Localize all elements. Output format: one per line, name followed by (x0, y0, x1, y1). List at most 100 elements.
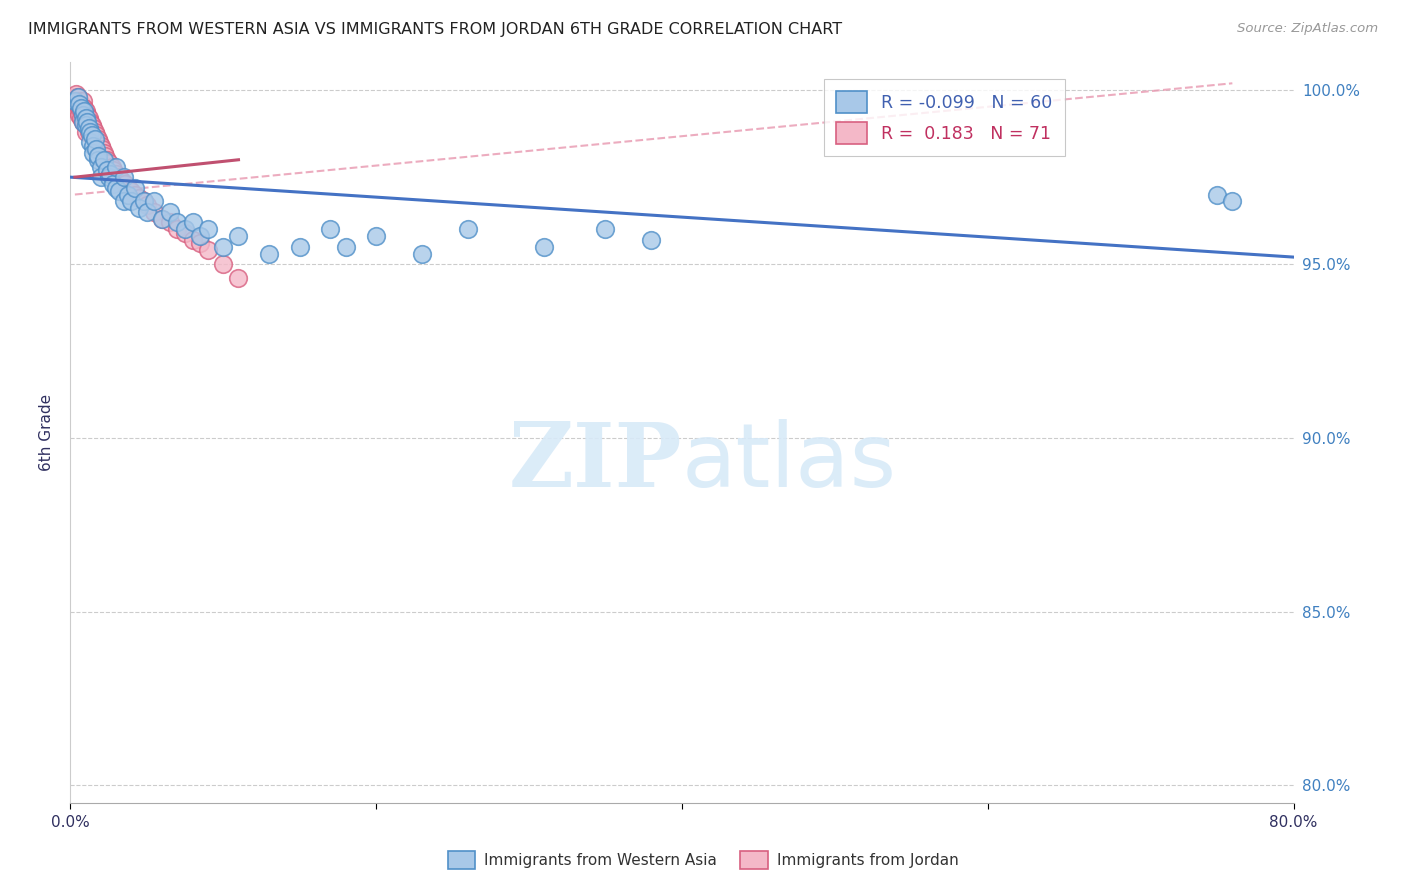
Point (76, 114, 98, 128)
Point (188, 229, 211, 244)
Point (72, 107, 94, 121)
Text: ZIP: ZIP (509, 418, 682, 506)
Point (76, 107, 98, 121)
Point (93, 145, 115, 160)
Point (84, 128, 107, 143)
Point (166, 215, 188, 229)
Point (70, 101, 93, 115)
Point (70, 111, 93, 125)
Point (65, 87, 87, 101)
Point (75, 111, 97, 125)
Point (181, 215, 204, 229)
Point (91, 142, 114, 156)
Point (121, 184, 143, 198)
Point (72, 114, 94, 128)
Point (121, 194, 143, 209)
Point (228, 271, 250, 285)
Point (150, 211, 173, 226)
Point (105, 180, 128, 194)
Point (143, 194, 166, 209)
Point (66, 90, 89, 104)
Point (181, 233, 204, 247)
Point (288, 240, 311, 254)
Point (166, 222, 188, 236)
Point (197, 222, 219, 236)
Point (83, 125, 105, 139)
Point (114, 177, 136, 191)
Legend: Immigrants from Western Asia, Immigrants from Jordan: Immigrants from Western Asia, Immigrants… (441, 845, 965, 875)
Point (77, 118, 100, 132)
Point (105, 167, 128, 181)
Point (77, 121, 100, 136)
Point (101, 163, 124, 178)
Point (69, 97, 91, 112)
Point (124, 180, 146, 194)
Point (100, 160, 122, 174)
Point (72, 94, 94, 108)
Point (87, 139, 110, 153)
Point (117, 180, 139, 194)
Point (70, 104, 93, 119)
Point (87, 149, 110, 163)
Point (75, 111, 97, 125)
Point (174, 226, 197, 240)
Point (80, 118, 103, 132)
Point (84, 142, 107, 156)
Point (132, 194, 155, 209)
Point (174, 222, 197, 236)
Point (98, 167, 121, 181)
Point (1220, 194, 1243, 209)
Point (83, 132, 105, 146)
Point (101, 177, 124, 191)
Point (73, 107, 96, 121)
Point (212, 257, 235, 271)
Point (79, 125, 101, 139)
Point (108, 170, 131, 185)
Point (75, 118, 97, 132)
Point (135, 198, 157, 212)
Point (197, 243, 219, 257)
Point (79, 114, 101, 128)
Point (75, 118, 97, 132)
Point (188, 236, 211, 251)
Point (135, 205, 157, 219)
Point (87, 153, 110, 167)
Point (94, 149, 117, 163)
Point (73, 104, 96, 119)
Point (72, 114, 94, 128)
Point (112, 170, 135, 185)
Point (66, 104, 89, 119)
Point (80, 128, 103, 143)
Point (640, 233, 662, 247)
Point (319, 222, 342, 236)
Point (82, 121, 104, 136)
Point (63, 90, 86, 104)
Text: IMMIGRANTS FROM WESTERN ASIA VS IMMIGRANTS FROM JORDAN 6TH GRADE CORRELATION CHA: IMMIGRANTS FROM WESTERN ASIA VS IMMIGRAN… (28, 22, 842, 37)
Y-axis label: 6th Grade: 6th Grade (39, 394, 55, 471)
Point (69, 107, 91, 121)
Point (90, 160, 112, 174)
Point (87, 132, 110, 146)
Point (82, 139, 104, 153)
Point (93, 153, 115, 167)
Point (97, 156, 120, 170)
Point (66, 97, 89, 112)
Point (228, 229, 250, 244)
Point (69, 101, 91, 115)
Point (335, 240, 357, 254)
Point (533, 240, 555, 254)
Point (72, 107, 94, 121)
Point (66, 90, 89, 104)
Point (79, 136, 101, 150)
Point (411, 246, 433, 260)
Point (159, 215, 181, 229)
Text: Source: ZipAtlas.com: Source: ZipAtlas.com (1237, 22, 1378, 36)
Point (83, 132, 105, 146)
Point (73, 101, 96, 115)
Point (76, 114, 98, 128)
Point (90, 145, 112, 160)
Point (111, 173, 134, 187)
Point (366, 229, 388, 244)
Point (63, 94, 86, 108)
Point (84, 136, 107, 150)
